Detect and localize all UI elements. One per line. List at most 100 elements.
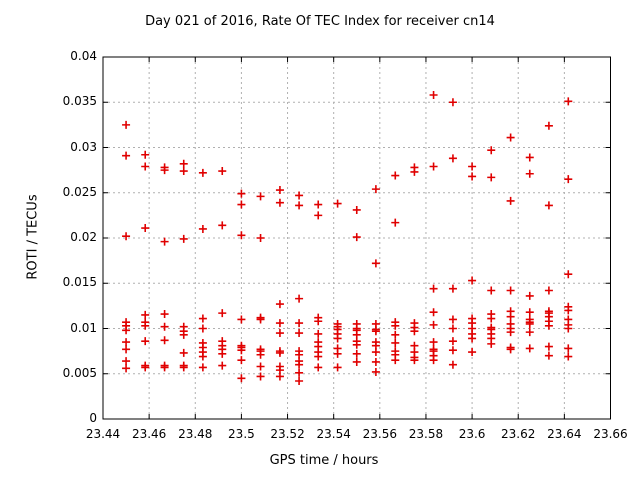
data-point-marker [333, 363, 342, 372]
data-point-marker [198, 168, 207, 177]
data-point-marker [544, 342, 553, 351]
data-point-marker [141, 150, 150, 159]
data-point-marker [179, 348, 188, 357]
data-point-marker [122, 345, 131, 354]
data-point-marker [179, 159, 188, 168]
data-point-marker [487, 339, 496, 348]
data-point-marker [371, 367, 380, 376]
data-point-marker [122, 232, 131, 241]
data-point-marker [391, 218, 400, 227]
data-point-marker [371, 185, 380, 194]
data-point-marker [352, 233, 361, 242]
data-point-marker [275, 348, 284, 357]
data-point-marker [487, 173, 496, 182]
data-point-marker [371, 259, 380, 268]
data-point-marker [141, 321, 150, 330]
data-point-marker [256, 362, 265, 371]
y-tick-label: 0.035 [62, 94, 97, 109]
data-point-marker [429, 356, 438, 365]
x-tick-label: 23.52 [270, 427, 305, 441]
data-point-marker [218, 361, 227, 370]
data-point-marker [429, 320, 438, 329]
data-point-marker [525, 169, 534, 178]
data-point-marker [564, 324, 573, 333]
data-point-marker [506, 286, 515, 295]
x-tick-label: 23.5 [228, 427, 255, 441]
data-point-marker [352, 340, 361, 349]
y-tick-label: 0.04 [70, 49, 97, 63]
data-point-marker [295, 294, 304, 303]
y-tick-label: 0.01 [70, 320, 97, 335]
data-point-marker [314, 329, 323, 338]
x-tick-label: 23.54 [316, 427, 351, 441]
data-point-marker [448, 284, 457, 293]
data-point-marker [448, 315, 457, 324]
data-point-marker [410, 167, 419, 176]
x-tick-label: 23.48 [178, 427, 213, 441]
data-point-marker [218, 167, 227, 176]
data-point-marker [468, 172, 477, 181]
data-point-marker [333, 334, 342, 343]
data-point-marker [525, 291, 534, 300]
y-tick-label: 0.005 [62, 365, 97, 380]
data-point-marker [352, 349, 361, 358]
data-point-marker [141, 337, 150, 346]
axes [102, 56, 611, 420]
data-point-marker [525, 153, 534, 162]
data-point-marker [141, 162, 150, 171]
y-tick-label: 0 [89, 411, 97, 425]
data-point-marker [122, 357, 131, 366]
data-point-marker [391, 330, 400, 339]
y-tick-label: 0.015 [62, 275, 97, 290]
gridlines [103, 57, 611, 419]
data-point-marker [448, 324, 457, 333]
data-point-marker [525, 319, 534, 328]
data-point-marker [468, 348, 477, 357]
data-point-marker [237, 356, 246, 365]
data-point-marker [160, 336, 169, 345]
data-point-marker [314, 363, 323, 372]
data-point-marker [544, 286, 553, 295]
data-point-marker [198, 224, 207, 233]
data-point-marker [544, 321, 553, 330]
data-point-marker [237, 200, 246, 209]
data-point-marker [429, 162, 438, 171]
data-point-marker [237, 374, 246, 383]
data-point-marker [275, 198, 284, 207]
data-point-marker [391, 171, 400, 180]
data-point-marker [256, 234, 265, 242]
chart-title: Day 021 of 2016, Rate Of TEC Index for r… [145, 14, 495, 29]
data-point-marker [237, 231, 246, 240]
data-point-marker [256, 315, 265, 324]
data-point-marker [218, 349, 227, 358]
data-point-marker [275, 329, 284, 338]
data-point-marker [371, 348, 380, 357]
data-point-marker [429, 338, 438, 347]
data-point-marker [564, 97, 573, 106]
data-point-marker [487, 314, 496, 323]
data-point-marker [371, 357, 380, 366]
data-point-marker [506, 328, 515, 337]
x-tick-label: 23.64 [547, 427, 582, 441]
data-point-marker [506, 312, 515, 321]
data-point-marker [564, 344, 573, 353]
data-point-marker [544, 351, 553, 360]
data-point-marker [295, 368, 304, 377]
data-point-marker [295, 329, 304, 338]
data-point-marker [295, 319, 304, 328]
data-point-marker [179, 167, 188, 176]
data-points [122, 91, 573, 385]
x-tick-label: 23.58 [408, 427, 444, 441]
x-tick-label: 23.44 [85, 427, 121, 441]
data-point-marker [275, 372, 284, 381]
data-point-marker [410, 356, 419, 365]
data-point-marker [179, 330, 188, 339]
data-point-marker [179, 363, 188, 372]
data-point-marker [198, 324, 207, 333]
data-point-marker [487, 286, 496, 295]
data-point-marker [391, 356, 400, 365]
x-tick-label: 23.66 [593, 427, 628, 441]
data-point-marker [448, 337, 457, 346]
y-tick-label: 0.025 [62, 184, 97, 199]
data-point-marker [295, 376, 304, 385]
